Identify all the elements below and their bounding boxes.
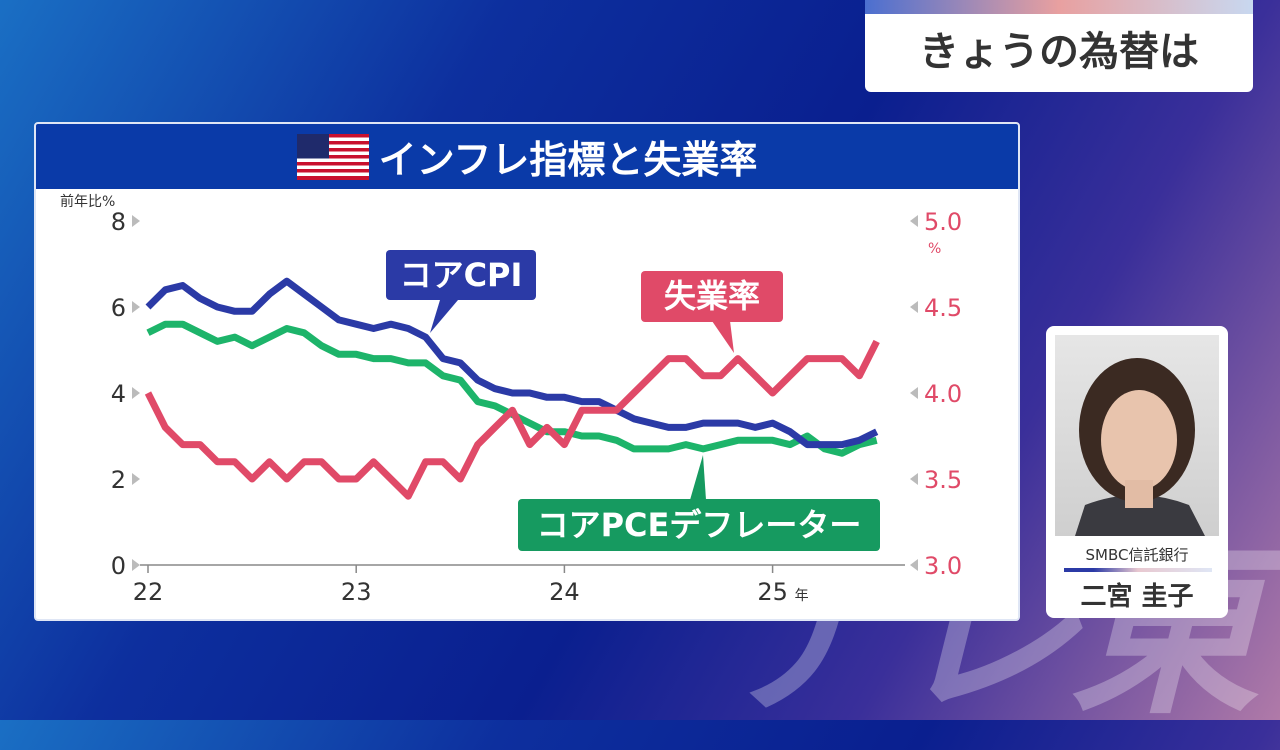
right-tick-arrow bbox=[910, 387, 918, 399]
left-tick-arrow bbox=[132, 559, 140, 571]
left-tick-label: 8 bbox=[111, 208, 126, 236]
x-tick-label: 23 bbox=[341, 578, 372, 606]
right-tick-arrow bbox=[910, 473, 918, 485]
left-tick-label: 0 bbox=[111, 552, 126, 580]
pce-callout: コアPCEデフレーター bbox=[518, 499, 880, 551]
commentator-org: SMBC信託銀行 bbox=[1085, 546, 1189, 564]
right-axis-unit: % bbox=[928, 241, 941, 257]
corner-title: きょうの為替は bbox=[919, 29, 1199, 75]
divider bbox=[1064, 568, 1212, 572]
commentator-photo bbox=[1055, 335, 1219, 536]
us-flag-icon bbox=[296, 133, 369, 180]
right-tick-label: 3.0 bbox=[924, 552, 962, 580]
pce-label: コアPCEデフレーター bbox=[536, 506, 862, 544]
commentator-card: SMBC信託銀行 二宮 圭子 bbox=[1046, 326, 1228, 618]
right-tick-label: 5.0 bbox=[924, 208, 962, 236]
cpi-callout: コアCPI bbox=[386, 250, 536, 300]
series-line-core-cpi bbox=[145, 277, 879, 449]
unemployment-callout-pointer bbox=[712, 321, 734, 353]
right-tick-arrow bbox=[910, 215, 918, 227]
right-tick-arrow bbox=[910, 559, 918, 571]
chart-title: インフレ指標と失業率 bbox=[378, 138, 758, 182]
right-tick-arrow bbox=[910, 301, 918, 313]
x-tick-label: 25 bbox=[757, 578, 788, 606]
x-tick-label: 22 bbox=[133, 578, 164, 606]
pce-callout-pointer bbox=[690, 455, 706, 500]
left-tick-arrow bbox=[132, 473, 140, 485]
left-axis-unit: 前年比% bbox=[60, 193, 115, 210]
series-line-unemployment bbox=[144, 339, 880, 500]
left-tick-arrow bbox=[132, 301, 140, 313]
corner-title-box: きょうの為替は bbox=[865, 0, 1253, 92]
right-tick-label: 4.5 bbox=[924, 294, 962, 322]
right-tick-label: 3.5 bbox=[924, 466, 962, 494]
cpi-label: コアCPI bbox=[399, 256, 523, 294]
cpi-callout-pointer bbox=[430, 300, 458, 333]
left-tick-label: 2 bbox=[111, 466, 126, 494]
x-tick-suffix: 年 bbox=[795, 588, 809, 604]
x-tick-label: 24 bbox=[549, 578, 580, 606]
unemployment-callout: 失業率 bbox=[641, 271, 783, 322]
right-tick-label: 4.0 bbox=[924, 380, 962, 408]
chart-header: インフレ指標と失業率 bbox=[36, 124, 1018, 189]
unemployment-label: 失業率 bbox=[663, 277, 760, 315]
left-tick-label: 4 bbox=[111, 380, 126, 408]
left-tick-arrow bbox=[132, 215, 140, 227]
left-tick-arrow bbox=[132, 387, 140, 399]
commentator-name: 二宮 圭子 bbox=[1080, 582, 1194, 612]
gradient-strip bbox=[865, 0, 1253, 14]
left-tick-label: 6 bbox=[111, 294, 126, 322]
